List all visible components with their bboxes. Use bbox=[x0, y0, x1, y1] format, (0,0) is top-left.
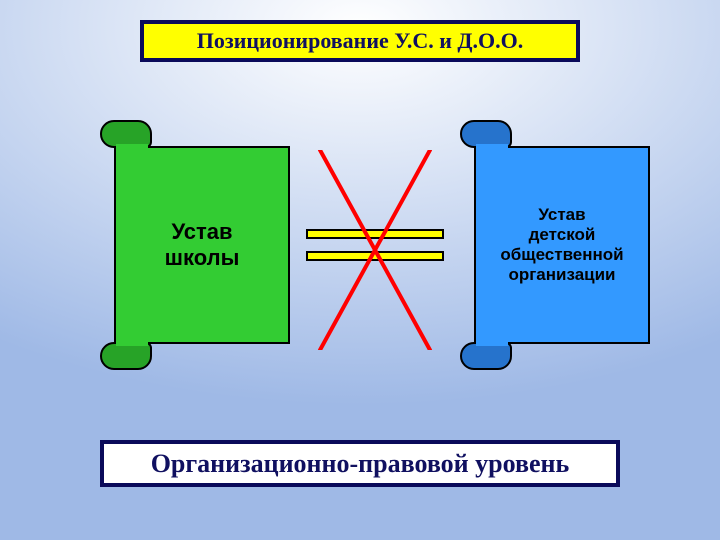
scroll-left-patch-top bbox=[116, 144, 148, 148]
scroll-right-patch-bot bbox=[476, 342, 508, 346]
scroll-right-body: Устав детской общественной организации bbox=[474, 146, 650, 344]
center-ops bbox=[300, 150, 450, 350]
scroll-right: Устав детской общественной организации bbox=[460, 120, 650, 370]
scroll-right-curl-bot bbox=[460, 342, 512, 370]
scroll-right-label: Устав детской общественной организации bbox=[500, 205, 623, 285]
scroll-left: Устав школы bbox=[100, 120, 290, 370]
not-equal-cross-icon bbox=[300, 150, 450, 350]
title-box: Позиционирование У.С. и Д.О.О. bbox=[140, 20, 580, 62]
footer-text: Организационно-правовой уровень bbox=[151, 449, 570, 478]
scroll-left-label: Устав школы bbox=[165, 219, 240, 271]
title-text: Позиционирование У.С. и Д.О.О. bbox=[197, 28, 524, 53]
scroll-left-patch-bot bbox=[116, 342, 148, 346]
scroll-left-curl-bot bbox=[100, 342, 152, 370]
footer-box: Организационно-правовой уровень bbox=[100, 440, 620, 487]
slide-canvas: Позиционирование У.С. и Д.О.О. Устав шко… bbox=[0, 0, 720, 540]
scroll-right-patch-top bbox=[476, 144, 508, 148]
scroll-left-body: Устав школы bbox=[114, 146, 290, 344]
